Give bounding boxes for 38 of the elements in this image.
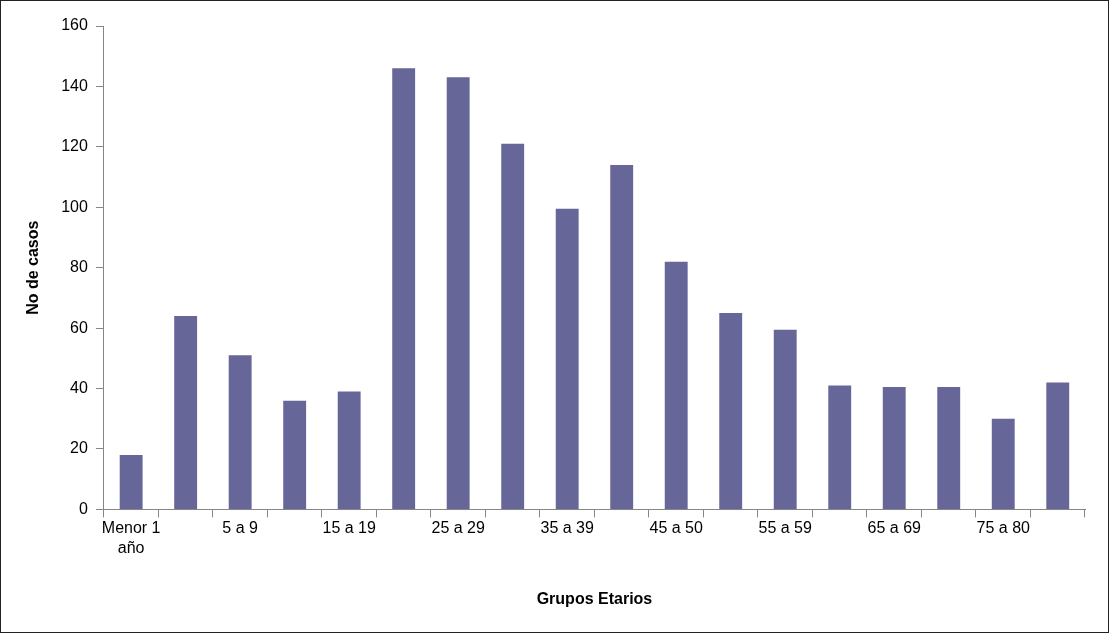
y-tick-label: 60 xyxy=(70,318,88,336)
y-tick-label: 140 xyxy=(61,76,88,94)
y-axis-title: No de casos xyxy=(24,220,42,315)
x-axis-title: Grupos Etarios xyxy=(536,589,653,607)
bar xyxy=(392,68,416,509)
x-tick-label: 5 a 9 xyxy=(222,519,259,537)
bar xyxy=(337,391,361,509)
bar xyxy=(501,143,525,509)
y-tick-label: 0 xyxy=(78,499,88,517)
bar xyxy=(610,164,634,509)
bar xyxy=(1046,382,1070,509)
bar xyxy=(882,387,906,509)
bar xyxy=(283,400,307,509)
bar xyxy=(828,385,852,509)
bar xyxy=(719,313,743,509)
x-tick-label: 75 a 80 xyxy=(976,519,1031,537)
x-tick-label: 15 a 19 xyxy=(322,519,376,537)
x-tick-label: 35 a 39 xyxy=(540,519,594,537)
bar xyxy=(228,355,252,509)
x-tick-label: 65 a 69 xyxy=(867,519,922,537)
bar xyxy=(119,455,143,509)
bar xyxy=(664,261,688,509)
x-tick-label: 45 a 50 xyxy=(649,519,703,537)
bar xyxy=(937,387,961,509)
bar xyxy=(991,418,1015,509)
x-tick-label: 55 a 59 xyxy=(758,519,813,537)
y-tick-label: 100 xyxy=(61,197,88,215)
y-tick-label: 120 xyxy=(61,137,88,155)
bar xyxy=(555,208,579,509)
bar xyxy=(773,329,797,509)
x-tick-label: 25 a 29 xyxy=(431,519,485,537)
y-tick-label: 80 xyxy=(70,258,88,276)
y-tick-label: 160 xyxy=(61,16,88,34)
y-tick-label: 20 xyxy=(70,439,88,457)
bar xyxy=(446,77,470,509)
y-tick-label: 40 xyxy=(70,378,88,396)
x-tick-label: Menor 1 año xyxy=(101,519,161,556)
bar xyxy=(174,316,198,509)
